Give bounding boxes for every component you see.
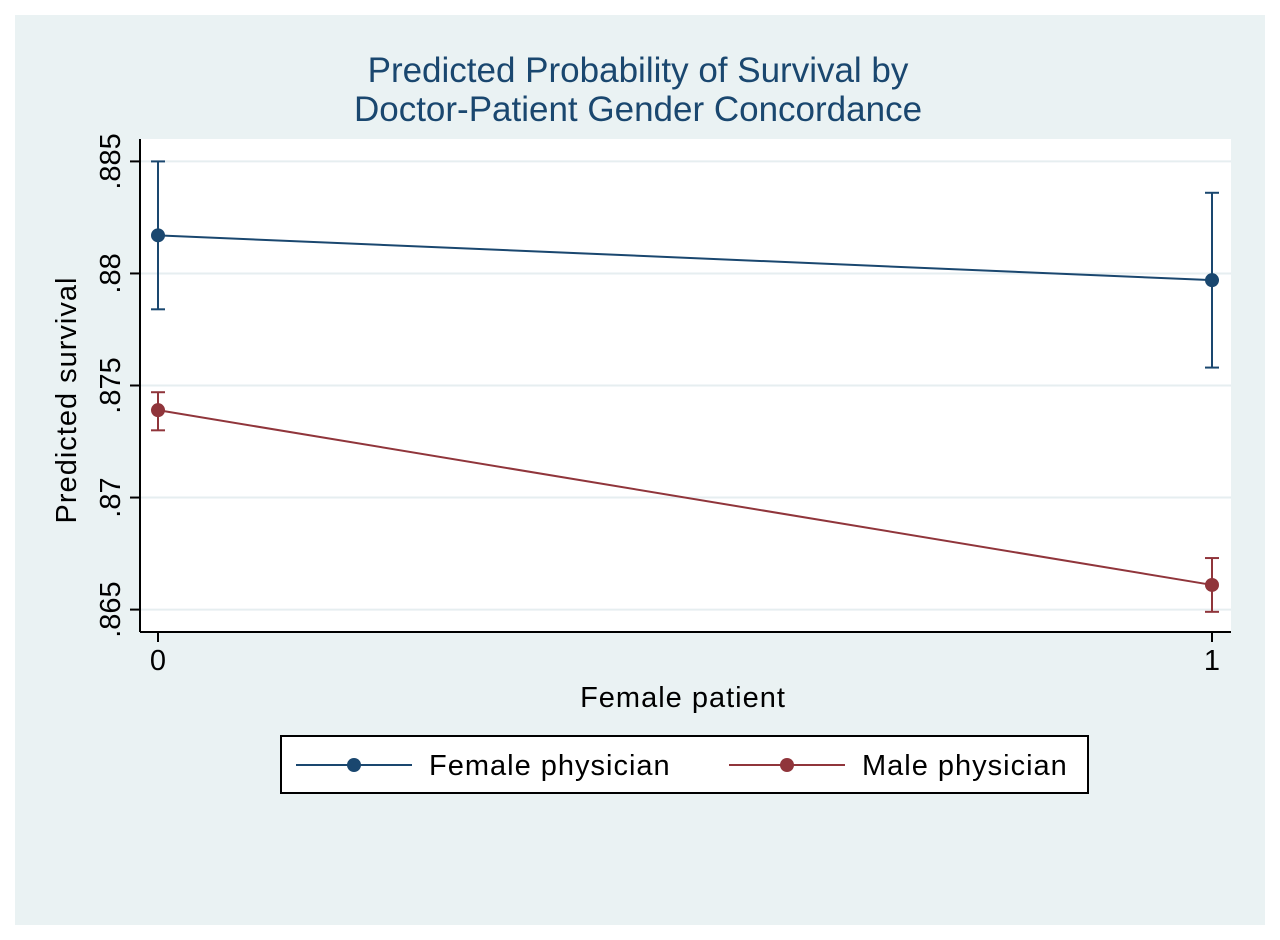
data-point [1205,273,1219,288]
data-point [1205,577,1219,592]
chart-svg: Predicted Probability of Survival by Doc… [51,51,1231,794]
x-tick-label: 1 [1204,645,1220,677]
chart-figure: Predicted Probability of Survival by Doc… [15,15,1265,925]
y-tick-label: .885 [95,133,127,189]
data-point [151,403,165,418]
chart-title-line-2: Doctor-Patient Gender Concordance [354,90,922,129]
legend: Female physician Male physician [280,735,1089,794]
legend-label: Male physician [862,750,1068,782]
y-tick-label: .875 [95,357,127,413]
series-line [157,409,1213,586]
data-point [151,228,165,243]
y-tick-label: .865 [95,581,127,637]
legend-label: Female physician [429,750,671,782]
chart-title-line-1: Predicted Probability of Survival by [368,51,909,90]
series-line [157,234,1213,282]
legend-marker [780,758,794,772]
series-layer [151,160,1219,613]
y-tick-label: .88 [95,253,127,293]
legend-box [280,735,1089,794]
x-tick-label: 0 [150,645,166,677]
axis-layer: .865 .87 .875 .88 .885 0 1 [95,133,1231,677]
y-axis-title: Predicted survival [51,277,83,524]
legend-marker [347,758,361,772]
legend-items: Female physician Male physician [296,750,1068,782]
x-axis-title: Female patient [580,682,786,714]
y-tick-label: .87 [95,477,127,517]
